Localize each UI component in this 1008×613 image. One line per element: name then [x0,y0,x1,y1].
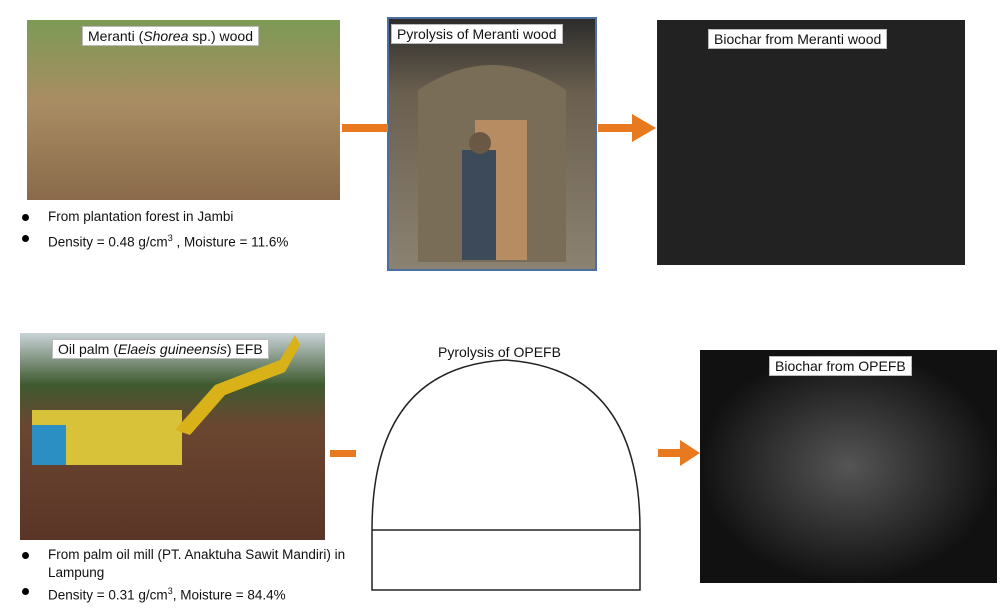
excavator [175,335,300,435]
bullet: Density = 0.48 g/cm3 , Moisture = 11.6% [21,229,289,252]
label-text: Meranti ( [88,28,144,44]
label-text: Oil palm ( [58,341,118,357]
bullet-text: Density = 0.48 g/cm [48,234,168,250]
worker [462,150,496,260]
arrow-line [342,124,388,132]
biochar-photo [657,20,965,265]
arrow-line [598,124,634,132]
label-text: ) EFB [226,341,263,357]
kiln-outline [371,359,641,591]
bullet-text: , Moisture = 84.4% [172,587,286,603]
product-label: Biochar from Meranti wood [708,29,888,49]
opefb-biochar-photo [700,350,997,583]
label-italic: Elaeis guineensis [117,341,227,357]
label-text: sp.) wood [188,28,253,44]
process-label: Pyrolysis of Meranti wood [391,24,563,44]
meranti-photo [27,20,340,200]
arrow-head [632,114,656,142]
bullet-text: Density = 0.31 g/cm [48,587,168,603]
bullet: From plantation forest in Jambi [21,209,234,224]
arrow-line [658,449,682,457]
worker-head [469,132,491,154]
process-label: Pyrolysis of OPEFB [438,344,561,360]
bullet: From palm oil mill (PT. Anaktuha Sawit M… [22,546,348,582]
arrow-head [680,440,700,466]
arrows [330,114,700,466]
superscript: 3 [167,233,173,243]
product-label: Biochar from OPEFB [769,356,912,376]
source-label: Oil palm (Elaeis guineensis) EFB [52,339,269,359]
bullet-text: , Moisture = 11.6% [172,234,289,250]
source-label: Meranti (Shorea sp.) wood [82,26,259,46]
truck-cab [32,425,66,465]
label-italic: Shorea [143,28,189,44]
superscript: 3 [167,586,173,596]
bullet: Density = 0.31 g/cm3, Moisture = 84.4% [22,582,286,605]
arrow-line [330,450,356,457]
